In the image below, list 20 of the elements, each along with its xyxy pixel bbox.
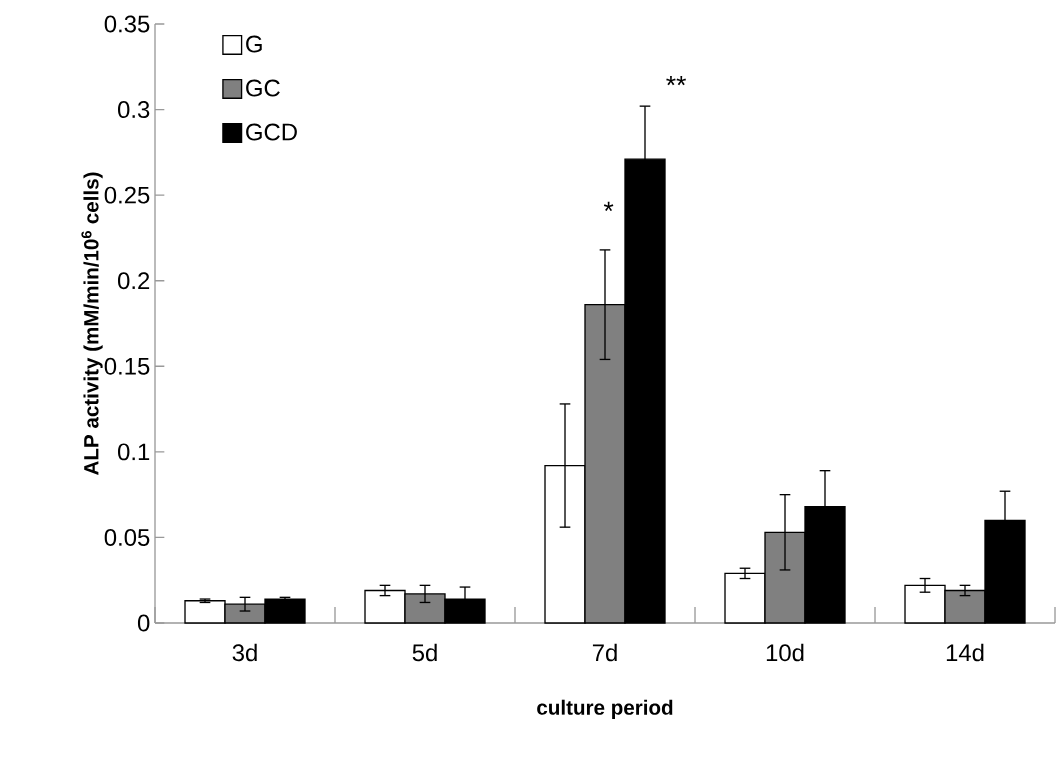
annotation: * bbox=[603, 201, 614, 212]
y-tick-label: 0.25 bbox=[104, 186, 150, 204]
legend-label: GCD bbox=[246, 123, 297, 141]
x-tick-label: 7d bbox=[592, 643, 617, 662]
y-tick-label: 0.05 bbox=[104, 528, 150, 546]
y-tick-label: 0.1 bbox=[118, 443, 150, 461]
y-tick-label: 0 bbox=[137, 614, 150, 632]
y-tick-label: 0.35 bbox=[104, 15, 150, 33]
y-axis-title: ALP activity (mM/min/10$^{6}$ cells) bbox=[81, 172, 103, 475]
y-tick-label: 0.3 bbox=[118, 101, 150, 119]
x-tick-label: 3d bbox=[232, 643, 257, 662]
x-tick-label: 14d bbox=[946, 643, 984, 662]
y-tick-label: 0.2 bbox=[118, 272, 150, 290]
x-tick-label: 10d bbox=[766, 643, 804, 662]
legend-label: GC bbox=[246, 79, 280, 97]
x-tick-label: 5d bbox=[412, 643, 437, 662]
x-axis-title: culture period bbox=[537, 699, 673, 719]
y-tick-label: 0.15 bbox=[104, 357, 150, 375]
annotation: ** bbox=[666, 75, 687, 86]
legend-label: G bbox=[246, 35, 262, 53]
